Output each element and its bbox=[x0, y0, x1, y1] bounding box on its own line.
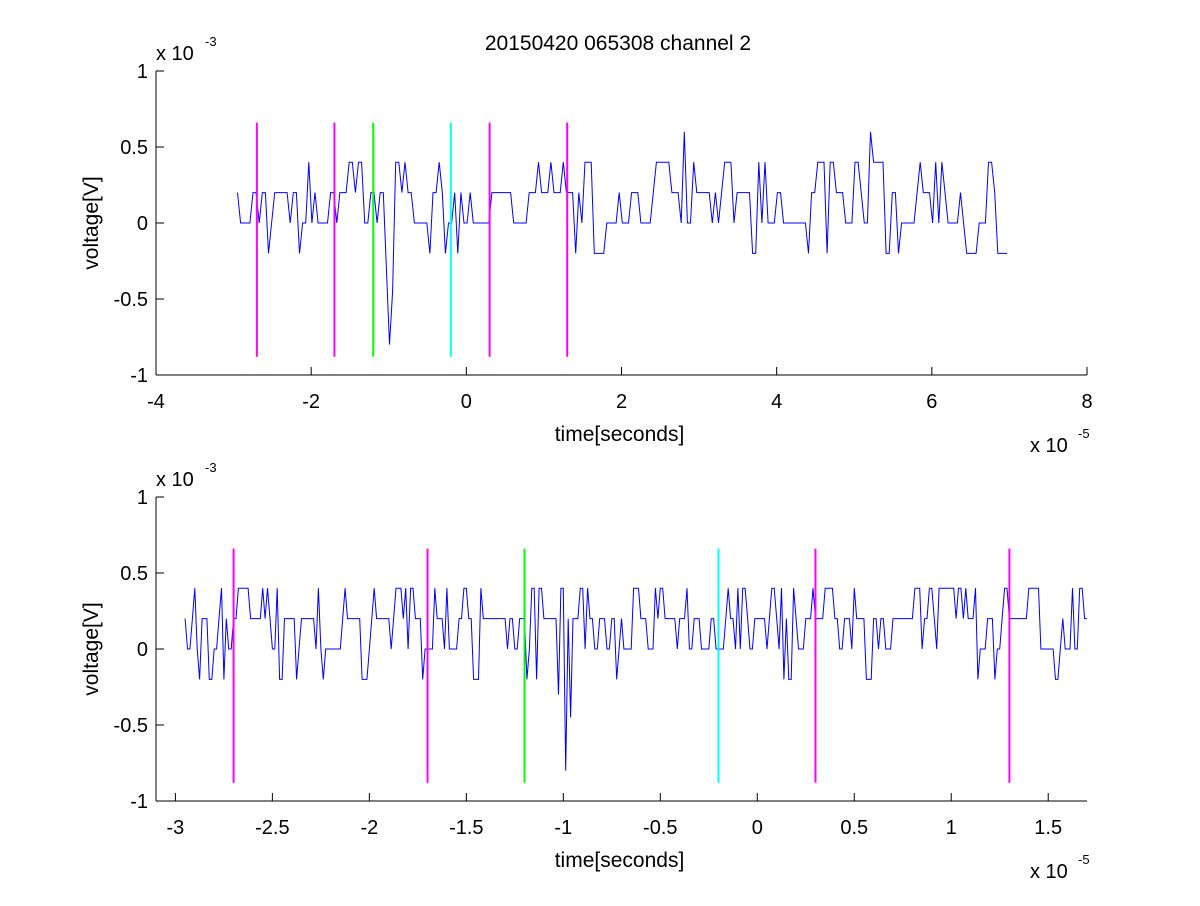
x-axis-label: time[seconds] bbox=[555, 423, 685, 446]
signal-series-line bbox=[237, 131, 1008, 345]
x-tick-label: 1 bbox=[946, 817, 957, 839]
x-multiplier-exponent: -5 bbox=[1078, 852, 1090, 867]
x-tick-label: -2.5 bbox=[255, 817, 289, 839]
x-tick-label: -3 bbox=[166, 817, 184, 839]
x-tick-label: 0.5 bbox=[840, 817, 868, 839]
x-tick-label: 0 bbox=[752, 817, 763, 839]
y-tick-label: 1 bbox=[137, 487, 148, 509]
x-tick-label: -2 bbox=[360, 817, 378, 839]
y-tick-label: -1 bbox=[130, 791, 148, 813]
signal-series-line bbox=[184, 587, 1087, 771]
x-tick-label: 1.5 bbox=[1034, 817, 1062, 839]
y-tick-label: -0.5 bbox=[114, 289, 148, 311]
x-multiplier-exponent: -5 bbox=[1078, 426, 1090, 441]
y-axis-label: voltage[V] bbox=[80, 602, 103, 695]
y-multiplier-label: x 10 bbox=[156, 43, 194, 65]
y-tick-label: 0.5 bbox=[120, 137, 148, 159]
x-tick-label: 8 bbox=[1081, 391, 1092, 413]
x-tick-label: -4 bbox=[147, 391, 165, 413]
bottom-axes: -3 -2.5 -2 -1.5 -1 -0.5 0 0.5 1 1.5 -1 -0.5 0 0.5 1 tim… bbox=[80, 460, 1090, 883]
x-tick-label: 4 bbox=[771, 391, 782, 413]
y-tick-label: 0 bbox=[137, 213, 148, 235]
x-tick-label: 6 bbox=[926, 391, 937, 413]
x-tick-label: -2 bbox=[302, 391, 320, 413]
y-multiplier-exponent: -3 bbox=[205, 34, 217, 49]
x-axis-label: time[seconds] bbox=[555, 849, 685, 872]
x-multiplier-label: x 10 bbox=[1030, 861, 1068, 883]
x-tick-label: 0 bbox=[461, 391, 472, 413]
y-multiplier-exponent: -3 bbox=[205, 460, 217, 475]
y-axis-label: voltage[V] bbox=[80, 176, 103, 269]
x-tick-label: 2 bbox=[616, 391, 627, 413]
x-tick-label: -1 bbox=[554, 817, 572, 839]
y-multiplier-label: x 10 bbox=[156, 469, 194, 491]
y-tick-label: 1 bbox=[137, 61, 148, 83]
y-tick-label: 0 bbox=[137, 639, 148, 661]
y-tick-label: -1 bbox=[130, 365, 148, 387]
x-tick-label: -1.5 bbox=[449, 817, 483, 839]
top-axes: -4 -2 0 2 4 6 8 -1 -0.5 0 0.5 1 time[seconds] voltage… bbox=[80, 34, 1093, 457]
x-multiplier-label: x 10 bbox=[1030, 435, 1068, 457]
y-tick-label: 0.5 bbox=[120, 563, 148, 585]
x-tick-label: -0.5 bbox=[643, 817, 677, 839]
y-tick-label: -0.5 bbox=[114, 715, 148, 737]
figure-title: 20150420 065308 channel 2 bbox=[485, 32, 751, 55]
